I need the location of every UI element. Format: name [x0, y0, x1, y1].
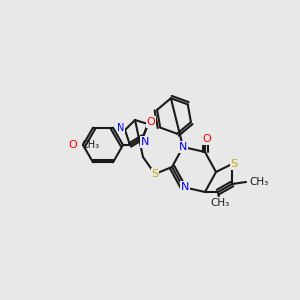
- Text: O: O: [202, 134, 211, 144]
- Text: CH₃: CH₃: [210, 198, 230, 208]
- Text: S: S: [152, 169, 159, 179]
- Text: S: S: [230, 159, 238, 169]
- Text: O: O: [68, 140, 77, 150]
- Text: CH₃: CH₃: [249, 177, 268, 187]
- Text: N: N: [141, 137, 149, 147]
- Text: N: N: [179, 142, 187, 152]
- Text: CH₃: CH₃: [81, 140, 99, 150]
- Text: N: N: [181, 182, 189, 192]
- Text: N: N: [117, 123, 125, 133]
- Text: O: O: [147, 117, 155, 127]
